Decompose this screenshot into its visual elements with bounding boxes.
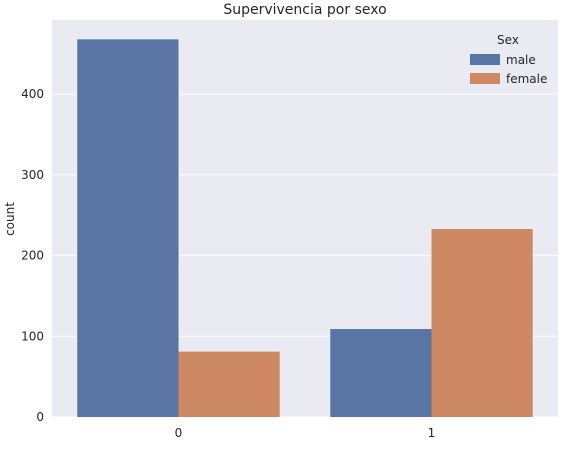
legend-label-male: male [506,53,536,67]
legend-swatch-female [470,73,500,84]
y-tick-label: 0 [36,410,44,424]
legend-swatch-male [470,54,500,65]
axes: 0 100 200 300 400 0 1 [21,87,435,440]
bar-female-0 [178,351,280,417]
legend-title: Sex [497,33,519,47]
chart-title: Supervivencia por sexo [223,2,386,18]
y-tick-label: 300 [21,168,44,182]
legend: Sex male female [470,33,547,86]
y-axis-label: count [3,202,17,236]
bars [77,39,533,418]
bar-female-1 [431,228,533,417]
y-tick-label: 200 [21,249,44,263]
legend-label-female: female [506,72,547,86]
x-tick-label: 0 [175,426,183,440]
bar-male-0 [77,39,179,418]
y-tick-label: 400 [21,87,44,101]
x-tick-label: 1 [428,426,436,440]
bar-male-1 [330,329,432,417]
y-tick-label: 100 [21,329,44,343]
